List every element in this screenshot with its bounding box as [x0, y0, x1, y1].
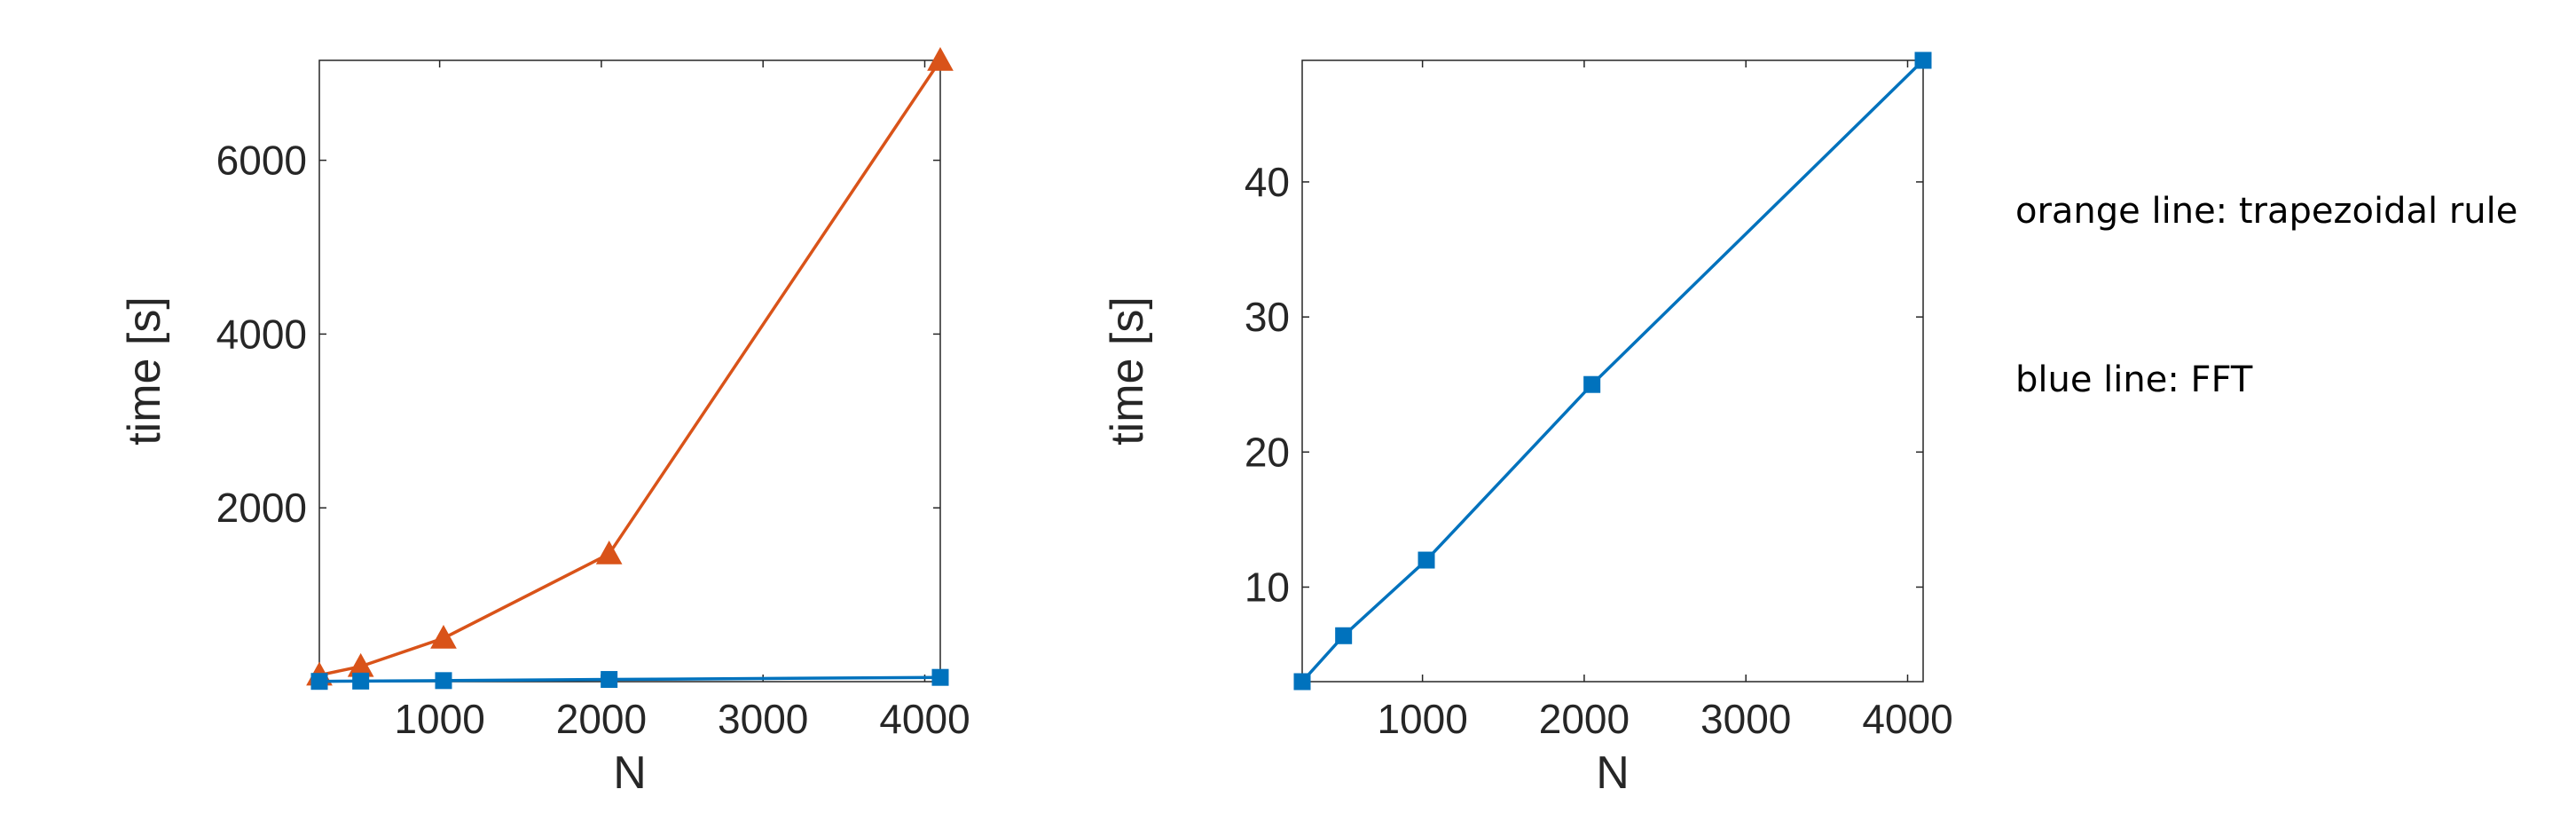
annotation-orange-line: orange line: trapezoidal rule: [2015, 191, 2518, 232]
data-point-square: [931, 668, 949, 686]
plot-frame: [318, 59, 941, 683]
data-point-square: [435, 672, 452, 690]
series-line-1: [318, 59, 942, 677]
x-tick-label: 2000: [556, 696, 647, 742]
data-point-triangle: [430, 625, 457, 649]
y-tick-label: 6000: [216, 138, 307, 184]
data-point-square: [1418, 551, 1435, 569]
x-tick-label: 3000: [1700, 696, 1791, 742]
x-tick-label: 2000: [1539, 696, 1630, 742]
series-line-2: [318, 675, 941, 683]
data-point-triangle: [927, 46, 954, 71]
y-tick-label: 20: [1245, 429, 1290, 475]
x-axis-label: N: [613, 747, 647, 799]
data-point-square: [310, 673, 328, 691]
x-axis-label: N: [1596, 747, 1630, 799]
annotation-blue-line: blue line: FFT: [2015, 359, 2253, 400]
y-tick-label: 40: [1245, 159, 1290, 205]
x-tick-label: 1000: [394, 696, 484, 742]
series-line-1: [1300, 59, 1925, 683]
y-tick-label: 10: [1245, 564, 1290, 610]
x-tick-label: 4000: [879, 696, 970, 742]
data-point-square: [352, 672, 370, 690]
x-tick-label: 3000: [718, 696, 808, 742]
x-tick-label: 4000: [1862, 696, 1952, 742]
plot-frame: [1301, 59, 1924, 683]
y-axis-label: time [s]: [119, 296, 170, 446]
data-point-triangle: [595, 541, 623, 564]
y-tick-label: 2000: [216, 485, 307, 531]
y-tick-label: 30: [1245, 294, 1290, 340]
y-tick-label: 4000: [216, 311, 307, 357]
x-tick-label: 1000: [1377, 696, 1467, 742]
data-point-square: [1914, 51, 1932, 69]
data-point-square: [1335, 627, 1353, 644]
data-point-square: [1293, 673, 1311, 691]
data-point-square: [601, 671, 618, 689]
y-axis-label: time [s]: [1102, 296, 1153, 446]
data-point-square: [1583, 375, 1601, 393]
